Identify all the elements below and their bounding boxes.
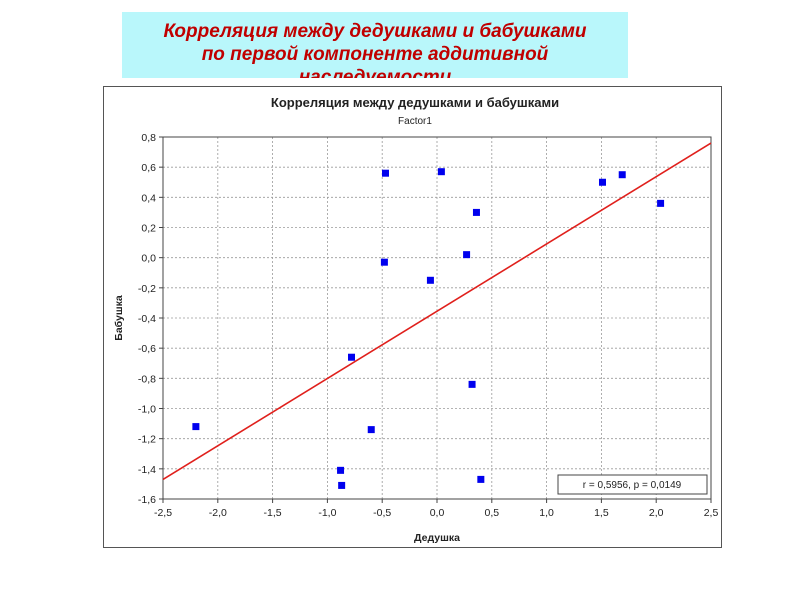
stats-label: r = 0,5956, p = 0,0149: [583, 480, 682, 491]
y-tick-label: -1,2: [138, 434, 156, 446]
y-tick-label: 0,0: [141, 253, 156, 265]
x-tick-label: -2,5: [154, 507, 172, 519]
y-tick-label: 0,6: [141, 162, 156, 174]
x-tick-label: 2,5: [704, 507, 719, 519]
y-tick-label: -1,0: [138, 404, 156, 416]
y-tick-label: 0,2: [141, 223, 156, 235]
x-tick-label: -0,5: [373, 507, 391, 519]
slide-title-line2: по первой компоненте аддитивной: [201, 44, 549, 65]
chart-subtitle: Factor1: [398, 116, 432, 127]
y-tick-label: -0,6: [138, 343, 156, 355]
x-tick-label: 2,0: [649, 507, 664, 519]
y-tick-label: -0,8: [138, 373, 156, 385]
data-point: [463, 251, 471, 259]
data-points: [192, 168, 665, 489]
data-point: [381, 169, 389, 177]
x-axis-label: Дедушка: [414, 532, 460, 544]
data-point: [657, 199, 665, 207]
data-point: [348, 353, 356, 361]
plot-area: [162, 136, 712, 500]
data-point: [468, 380, 476, 388]
y-tick-label: 0,4: [141, 192, 156, 204]
data-point: [192, 423, 200, 431]
data-point: [367, 426, 375, 434]
x-tick-label: -2,0: [209, 507, 227, 519]
x-tick-labels: -2,5 -2,0 -1,5 -1,0 -0,5 0,0 0,5 1,0 1,5 2,0 2,5: [154, 507, 718, 519]
y-tick-label: -1,6: [138, 494, 156, 506]
data-point: [426, 276, 434, 284]
grid-lines: [159, 136, 712, 503]
x-tick-label: 1,0: [539, 507, 554, 519]
y-axis-label: Бабушка: [113, 295, 125, 341]
slide-title-line1: Корреляция между дедушками и бабушками: [163, 21, 587, 42]
data-point: [598, 178, 606, 186]
x-tick-label: -1,0: [318, 507, 336, 519]
chart-title: Корреляция между дедушками и бабушками: [271, 95, 559, 110]
x-tick-label: 1,5: [594, 507, 609, 519]
data-point: [472, 208, 480, 216]
data-point: [437, 168, 445, 176]
slide-title: Корреляция между дедушками и бабушками п…: [122, 12, 628, 78]
x-tick-label: 0,0: [430, 507, 445, 519]
x-tick-label: 0,5: [484, 507, 499, 519]
slide-title-line3: наследуемости: [298, 67, 452, 78]
y-tick-label: -1,4: [138, 464, 156, 476]
y-tick-labels: 0,8 0,6 0,4 0,2 0,0 -0,2 -0,4 -0,6 -0,8 -1,0 -1,2 -…: [138, 132, 156, 506]
stats-box: [557, 474, 708, 495]
y-tick-label: -0,4: [138, 313, 156, 325]
x-tick-label: -1,5: [264, 507, 282, 519]
y-tick-label: -0,2: [138, 283, 156, 295]
data-point: [477, 475, 485, 483]
data-point: [338, 481, 346, 489]
data-point: [380, 258, 388, 266]
data-point: [618, 171, 626, 179]
y-tick-label: 0,8: [141, 132, 156, 144]
regression-line: [162, 142, 712, 481]
data-point: [337, 466, 345, 474]
chart-frame: [103, 86, 722, 548]
